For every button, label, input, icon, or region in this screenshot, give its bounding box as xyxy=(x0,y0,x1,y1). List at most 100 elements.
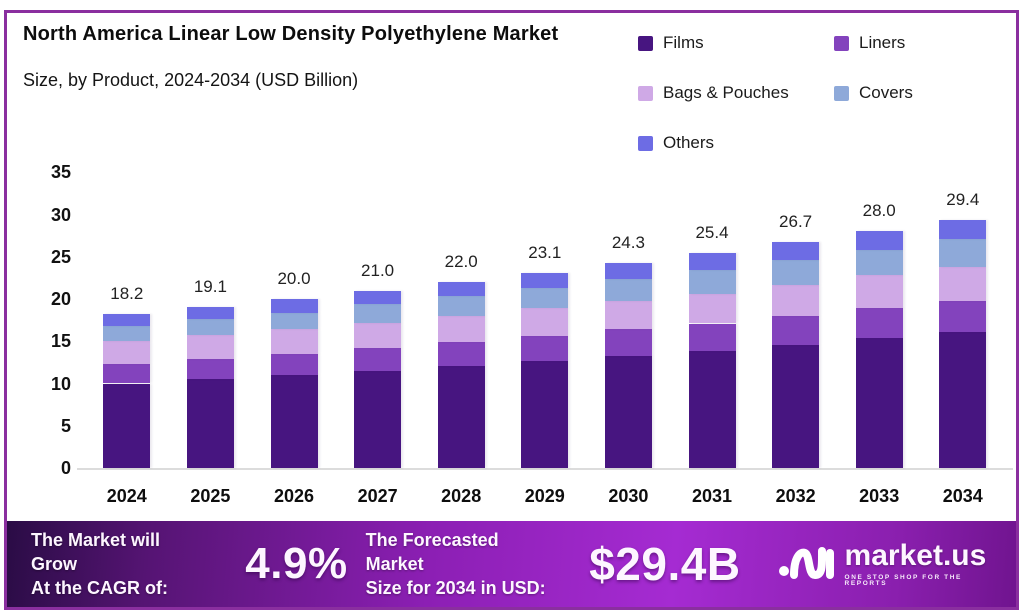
x-axis-baseline xyxy=(77,468,1013,470)
y-axis-tick-label: 25 xyxy=(50,246,71,267)
x-axis-category-label: 2028 xyxy=(441,486,482,506)
bar-segment-others-2034 xyxy=(939,219,987,239)
bar-segment-covers-2034 xyxy=(939,239,987,267)
x-axis-category-label: 2027 xyxy=(357,486,398,506)
bar-segment-covers-2028 xyxy=(437,296,485,316)
bar-segment-others-2027 xyxy=(354,290,402,305)
forecast-label-line1: The Forecasted Market xyxy=(365,530,499,574)
bar-segment-films-2033 xyxy=(855,337,903,468)
y-axis-tick-label: 20 xyxy=(50,289,71,309)
legend-swatch-icon xyxy=(834,85,849,101)
bar-segment-films-2028 xyxy=(437,365,485,468)
legend-label: Liners xyxy=(859,33,906,52)
bar-segment-liners-2028 xyxy=(437,342,485,366)
bar-segment-bags-pouches-2034 xyxy=(939,266,987,301)
bar-segment-films-2029 xyxy=(521,360,569,468)
bar-total-label: 29.4 xyxy=(946,189,980,209)
bar-total-label: 22.0 xyxy=(444,252,478,272)
legend-item: Liners xyxy=(834,33,988,53)
bar-segment-covers-2031 xyxy=(688,270,736,294)
bar-segment-bags-pouches-2024 xyxy=(103,341,151,365)
legend-item: Others xyxy=(638,133,834,153)
bar-segment-films-2034 xyxy=(939,331,987,468)
bar-segment-liners-2027 xyxy=(354,348,402,371)
cagr-value: 4.9% xyxy=(245,539,348,588)
forecast-value: $29.4B xyxy=(589,538,741,590)
bar-segment-films-2027 xyxy=(354,370,402,468)
y-axis-tick-label: 30 xyxy=(50,204,71,225)
brand-text: market.us ONE STOP SHOP FOR THE REPORTS xyxy=(844,538,998,588)
bar-segment-covers-2027 xyxy=(354,304,402,323)
x-axis-category-label: 2025 xyxy=(190,486,231,506)
bar-segment-covers-2033 xyxy=(855,249,903,276)
bar-segment-liners-2031 xyxy=(688,323,736,351)
legend-swatch-icon xyxy=(638,85,653,101)
forecast-label-line2: Size for 2034 in USD: xyxy=(365,578,546,598)
bar-segment-bags-pouches-2026 xyxy=(270,329,318,354)
bar-total-label: 25.4 xyxy=(695,223,729,243)
bar-segment-liners-2025 xyxy=(186,358,234,380)
marketus-logo-icon xyxy=(777,540,835,589)
cagr-label-line2: At the CAGR of: xyxy=(31,578,168,598)
bar-total-label: 24.3 xyxy=(611,232,645,252)
bar-segment-films-2024 xyxy=(103,383,151,468)
bar-segment-films-2026 xyxy=(270,375,318,468)
brand-name: market.us xyxy=(844,538,987,572)
bar-segment-covers-2025 xyxy=(186,319,234,336)
brand-logo: market.us ONE STOP SHOP FOR THE REPORTS xyxy=(777,540,998,589)
legend-swatch-icon xyxy=(834,35,849,51)
bar-segment-liners-2024 xyxy=(103,364,151,384)
bar-segment-liners-2032 xyxy=(772,315,820,345)
y-axis-tick-label: 0 xyxy=(60,458,71,478)
bar-segment-others-2032 xyxy=(772,242,820,261)
legend-item: Films xyxy=(638,33,834,53)
x-axis-category-label: 2034 xyxy=(942,486,983,506)
forecast-label: The Forecasted Market Size for 2034 in U… xyxy=(366,528,554,600)
legend-swatch-icon xyxy=(638,35,653,51)
bar-segment-bags-pouches-2032 xyxy=(772,284,820,316)
bar-segment-liners-2029 xyxy=(521,336,569,361)
chart-subtitle: Size, by Product, 2024-2034 (USD Billion… xyxy=(23,70,359,90)
legend-swatch-icon xyxy=(638,135,653,151)
legend-item: Bags & Pouches xyxy=(638,83,834,103)
bar-total-label: 28.0 xyxy=(862,201,896,221)
y-axis-tick-label: 10 xyxy=(50,373,71,394)
bar-total-label: 23.1 xyxy=(528,242,562,262)
bar-segment-bags-pouches-2025 xyxy=(186,335,234,359)
bar-segment-bags-pouches-2031 xyxy=(688,293,736,324)
bar-total-label: 19.1 xyxy=(193,276,227,296)
footer-banner: The Market will Grow At the CAGR of: 4.9… xyxy=(7,521,1016,607)
bar-segment-films-2031 xyxy=(688,350,736,468)
bar-segment-others-2026 xyxy=(270,299,318,313)
chart-region: North America Linear Low Density Polyeth… xyxy=(7,13,1016,521)
bar-total-label: 21.0 xyxy=(361,260,395,280)
bar-segment-others-2033 xyxy=(855,231,903,250)
bar-segment-liners-2026 xyxy=(270,353,318,376)
bar-segment-covers-2029 xyxy=(521,288,569,309)
bar-total-label: 26.7 xyxy=(779,212,813,232)
cagr-label: The Market will Grow At the CAGR of: xyxy=(31,528,203,600)
legend-label: Covers xyxy=(859,83,913,102)
bar-segment-others-2029 xyxy=(521,272,569,288)
bar-segment-covers-2024 xyxy=(103,326,151,342)
bar-total-label: 18.2 xyxy=(110,284,144,304)
cagr-label-line1: The Market will Grow xyxy=(31,530,161,574)
legend-label: Others xyxy=(663,133,715,152)
bar-segment-others-2031 xyxy=(688,253,736,271)
bar-segment-liners-2033 xyxy=(855,308,903,338)
bar-total-label: 20.0 xyxy=(277,269,311,288)
chart-legend: Films Liners Bags & Pouches Covers Others xyxy=(638,33,988,153)
chart-frame: North America Linear Low Density Polyeth… xyxy=(4,10,1019,610)
y-axis-tick-label: 5 xyxy=(60,415,71,436)
chart-header: North America Linear Low Density Polyeth… xyxy=(23,23,558,91)
plot-area: 0 5 10 15 20 25 30 35 18.2 2024 19.1 2025 20.0 2026 21… xyxy=(7,13,1016,521)
bar-segment-bags-pouches-2028 xyxy=(437,315,485,343)
legend-item: Covers xyxy=(834,83,988,103)
y-axis-tick-label: 15 xyxy=(50,331,71,352)
bar-segment-others-2025 xyxy=(186,306,234,320)
legend-label: Bags & Pouches xyxy=(663,83,789,102)
brand-tagline: ONE STOP SHOP FOR THE REPORTS xyxy=(844,573,962,587)
bar-segment-covers-2030 xyxy=(604,278,652,301)
bar-segment-covers-2032 xyxy=(772,260,820,285)
